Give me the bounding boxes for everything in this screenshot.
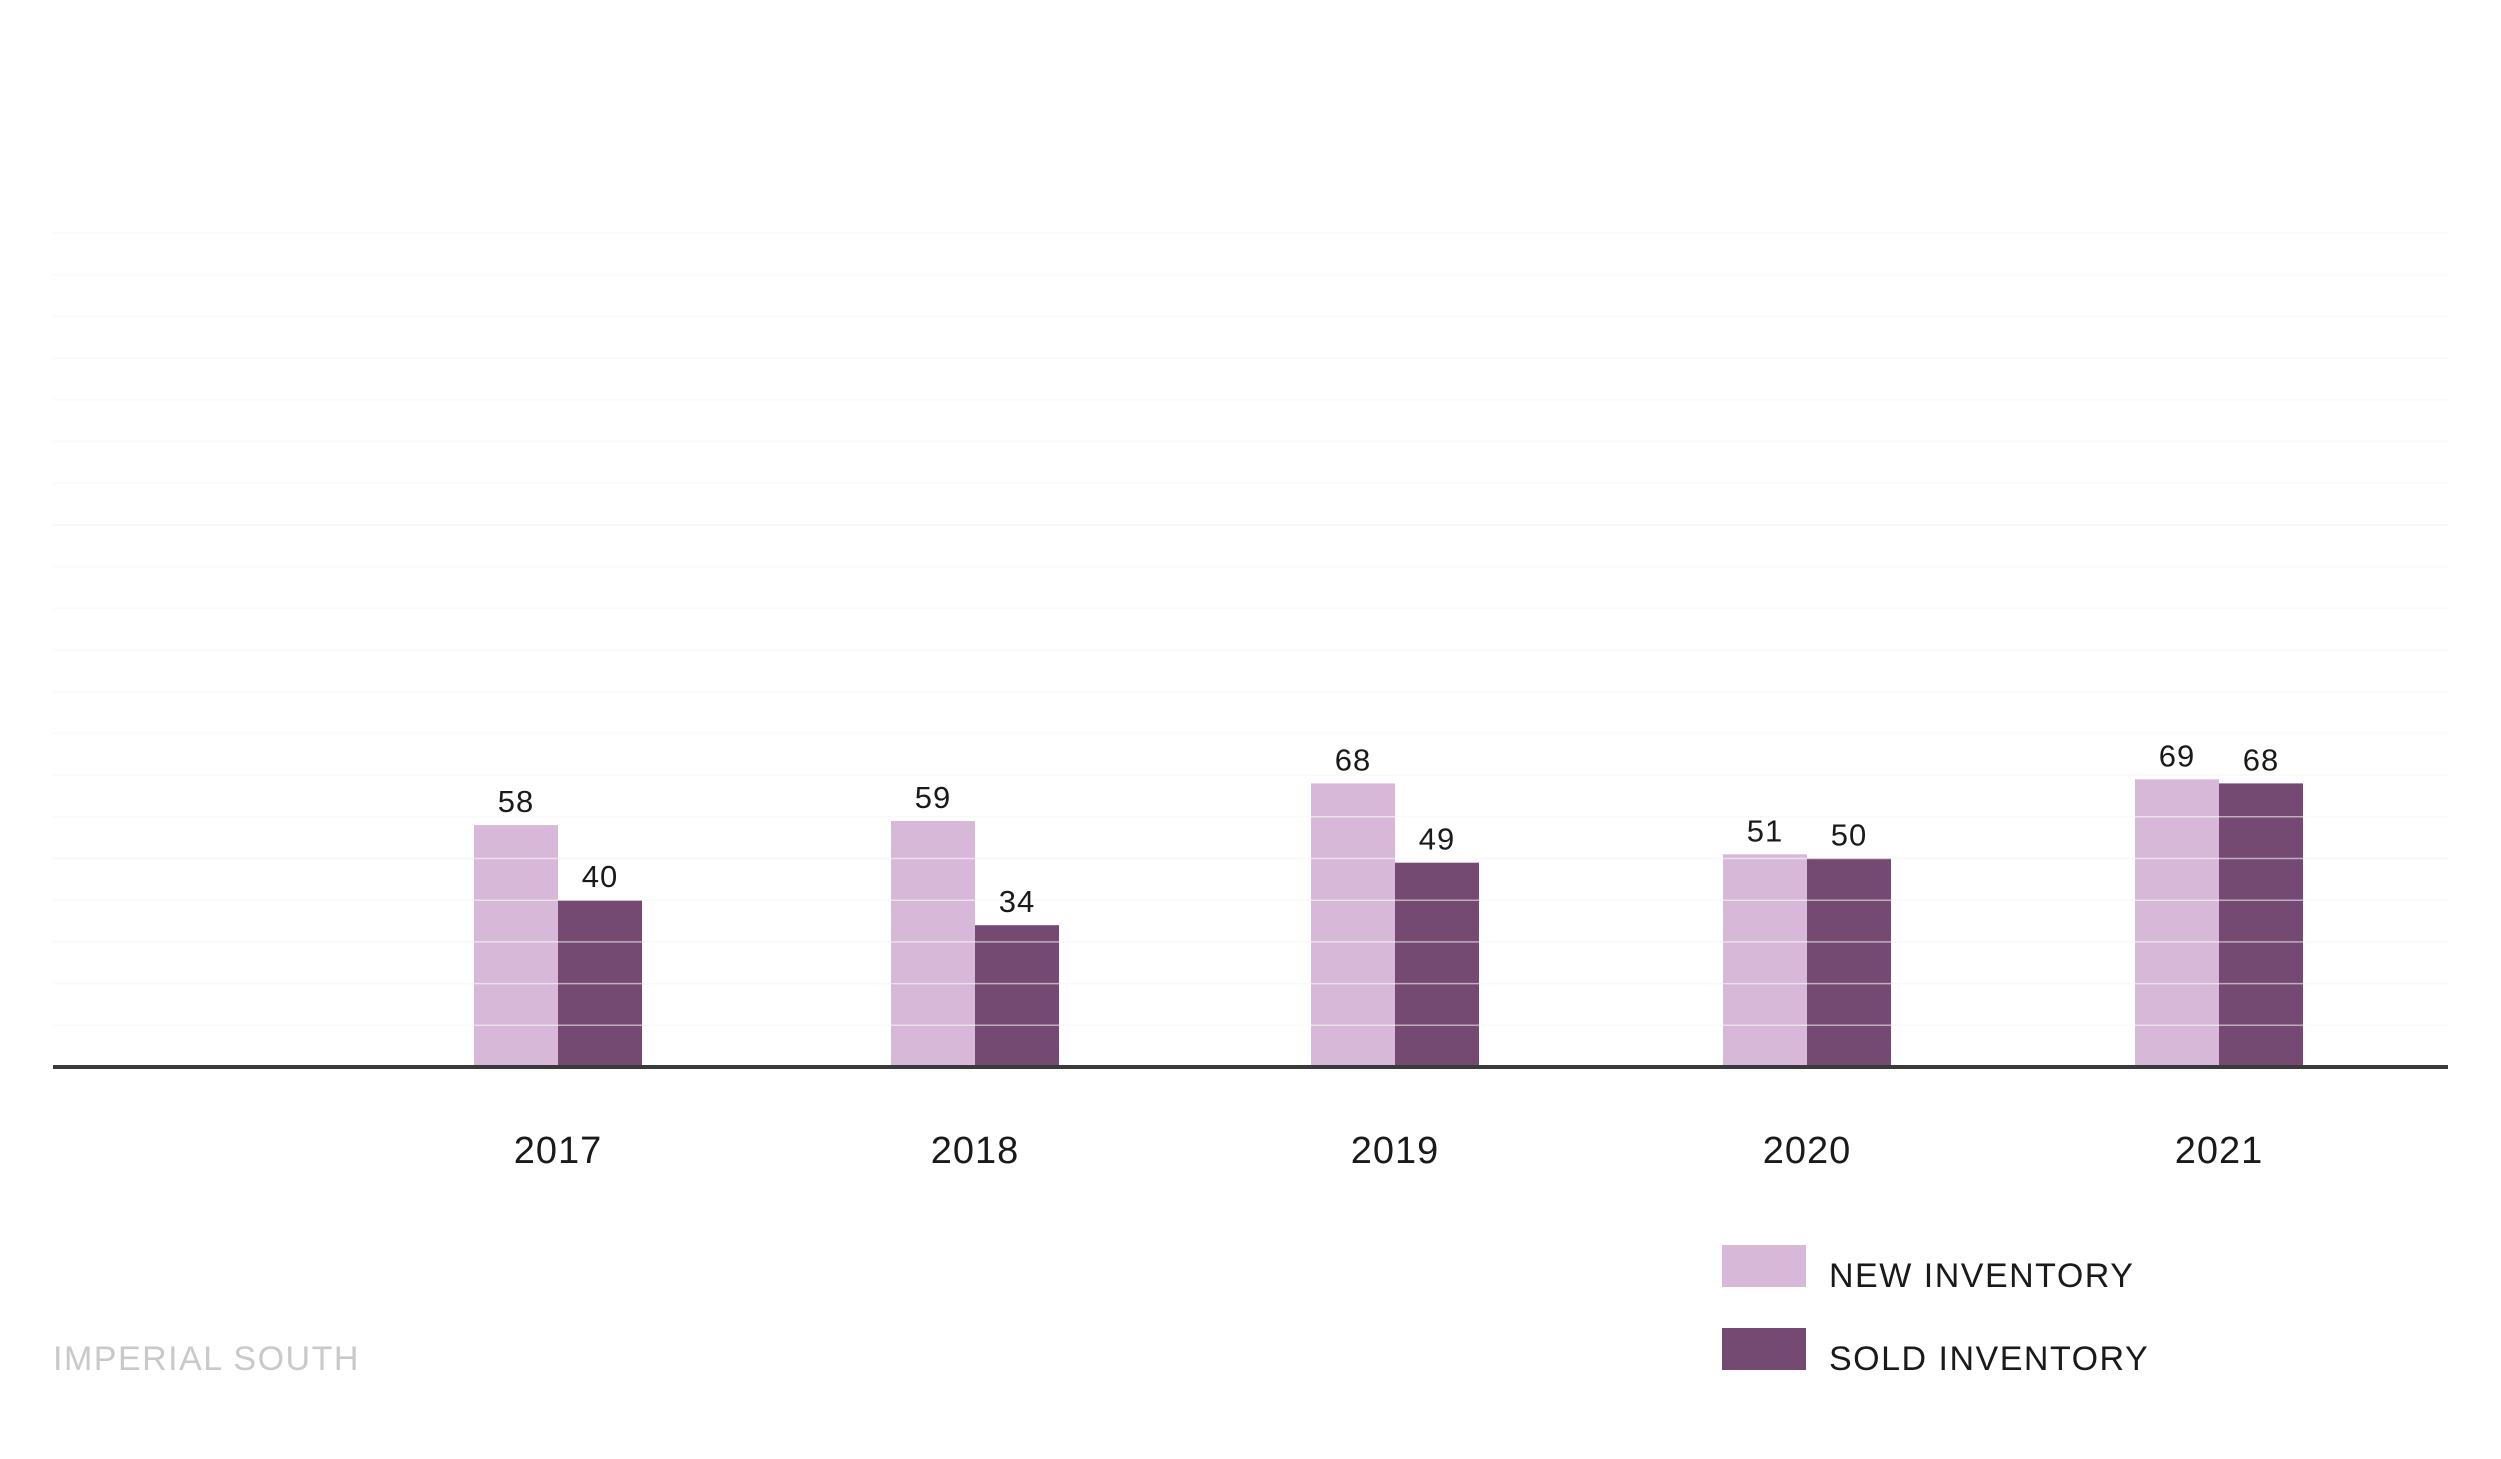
data-label-new-inventory-2018: 59 — [915, 780, 951, 815]
x-tick-label-2021: 2021 — [2175, 1130, 2264, 1172]
data-label-sold-inventory-2019: 49 — [1419, 822, 1455, 857]
x-tick-label-2017: 2017 — [514, 1130, 603, 1172]
bars — [474, 779, 2303, 1067]
data-label-new-inventory-2020: 51 — [1747, 813, 1783, 848]
x-axis-tick-labels: 2017 2018 2019 2020 2021 — [514, 1130, 2264, 1172]
data-label-sold-inventory-2018: 34 — [999, 884, 1035, 919]
footer-label: IMPERIAL SOUTH — [53, 1340, 360, 1378]
x-tick-label-2018: 2018 — [931, 1130, 1020, 1172]
legend-label-new-inventory: NEW INVENTORY — [1829, 1257, 2134, 1295]
data-label-new-inventory-2021: 69 — [2159, 738, 2195, 773]
bar-new-inventory-2017 — [474, 825, 558, 1067]
legend-label-sold-inventory: SOLD INVENTORY — [1829, 1340, 2149, 1378]
x-tick-label-2020: 2020 — [1763, 1130, 1852, 1172]
data-labels: 58 40 59 34 68 49 51 50 69 68 — [498, 738, 2279, 919]
bar-sold-inventory-2021 — [2219, 783, 2303, 1067]
bar-sold-inventory-2020 — [1807, 858, 1891, 1067]
gridlines — [53, 232, 2448, 1027]
bar-new-inventory-2019 — [1311, 783, 1395, 1067]
legend-swatch-new-inventory — [1722, 1245, 1806, 1287]
bar-sold-inventory-2019 — [1395, 862, 1479, 1067]
legend-swatch-sold-inventory — [1722, 1328, 1806, 1370]
data-label-sold-inventory-2021: 68 — [2243, 742, 2279, 777]
legend: NEW INVENTORY SOLD INVENTORY — [1722, 1245, 2149, 1378]
data-label-new-inventory-2017: 58 — [498, 784, 534, 819]
bar-sold-inventory-2018 — [975, 925, 1059, 1067]
data-label-sold-inventory-2020: 50 — [1831, 818, 1867, 853]
data-label-sold-inventory-2017: 40 — [582, 859, 618, 894]
x-tick-label-2019: 2019 — [1351, 1130, 1440, 1172]
data-label-new-inventory-2019: 68 — [1335, 742, 1371, 777]
bar-gridline-overlay — [53, 232, 2448, 1027]
bar-new-inventory-2021 — [2135, 779, 2219, 1067]
bar-new-inventory-2020 — [1723, 854, 1807, 1067]
